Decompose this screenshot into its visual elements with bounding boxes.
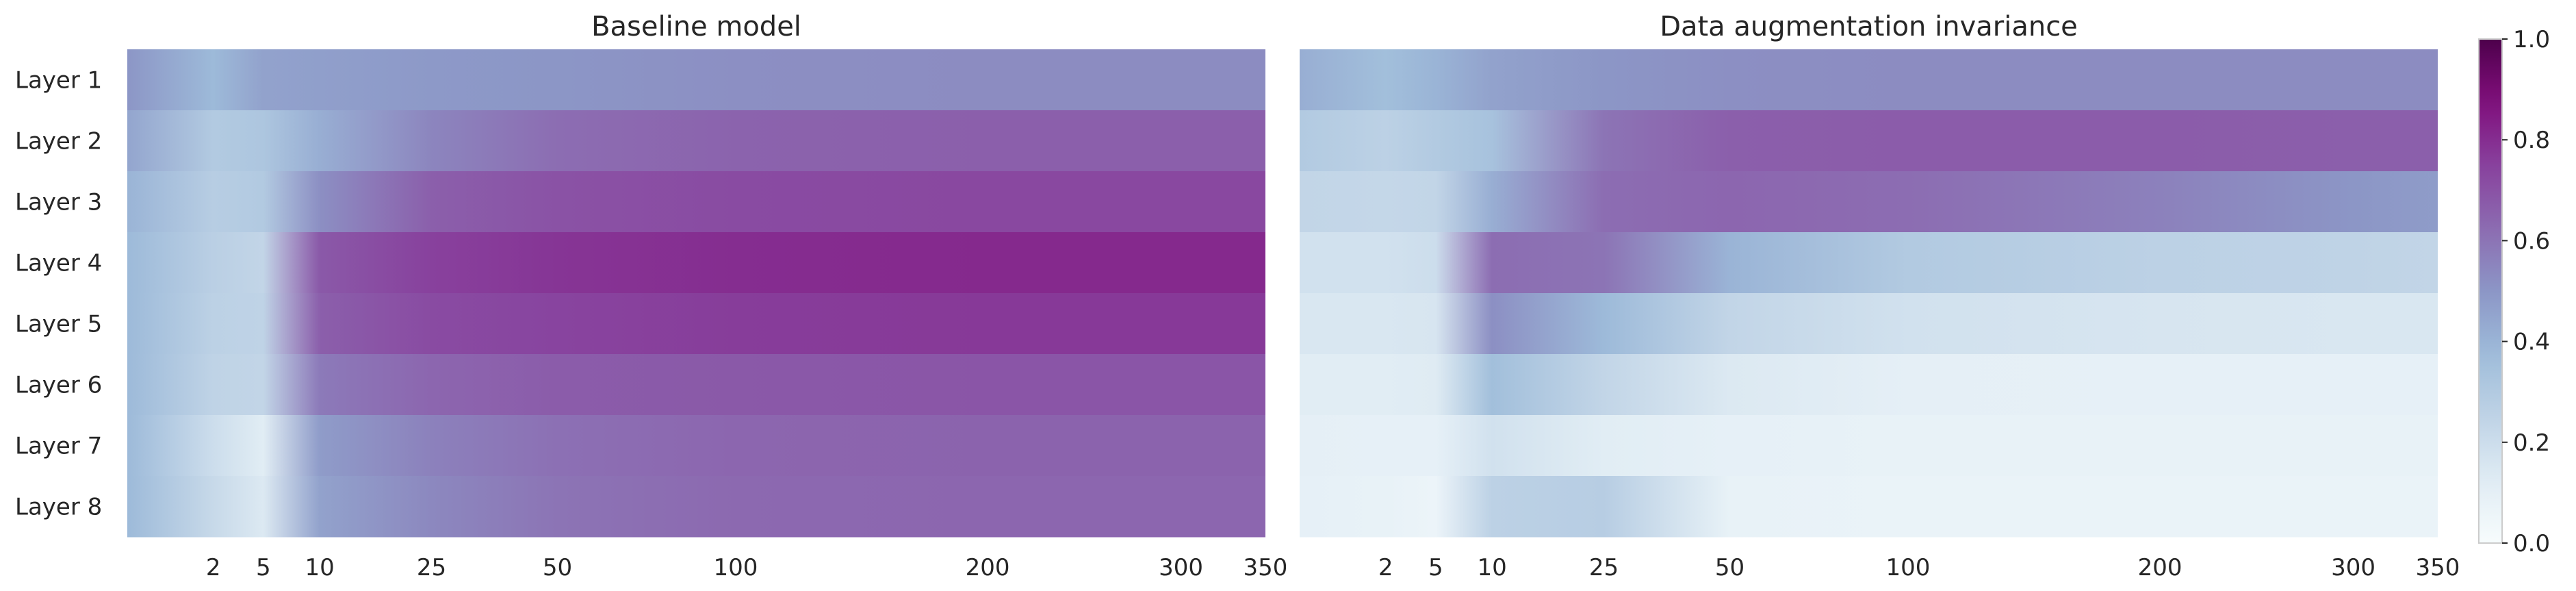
x-tick-label: 50	[543, 554, 572, 581]
x-tick-label: 2	[1378, 554, 1393, 581]
heatmap-row	[127, 415, 1265, 477]
x-tick-label: 10	[1477, 554, 1506, 581]
colorbar-tick-label: 0.4	[2513, 329, 2550, 356]
heatmap-row	[127, 49, 1265, 111]
x-tick-label: 100	[713, 554, 758, 581]
row-label: Layer 1	[15, 67, 102, 95]
colorbar: 0.0 0.2 0.4 0.6 0.8 1.0	[2478, 26, 2550, 557]
heatmap-row	[1300, 476, 2438, 538]
heatmap-row	[127, 110, 1265, 172]
row-label: Layer 4	[15, 250, 102, 277]
colorbar-tick-label: 0.0	[2513, 530, 2550, 557]
x-tick-labels: 2 5 10 25 50 100 200 300 350	[206, 554, 1288, 581]
colorbar-tick-label: 0.6	[2513, 227, 2550, 255]
heatmap-row	[1300, 49, 2438, 111]
panel-title: Baseline model	[591, 11, 801, 42]
heatmap-row	[127, 293, 1265, 355]
row-label: Layer 6	[15, 372, 102, 399]
row-label: Layer 7	[15, 433, 102, 460]
x-tick-label: 200	[966, 554, 1010, 581]
heatmap-row	[1300, 232, 2438, 294]
heatmap-row	[127, 232, 1265, 294]
heatmap-row	[127, 476, 1265, 538]
row-label: Layer 3	[15, 189, 102, 216]
x-tick-label: 350	[2416, 554, 2460, 581]
x-tick-label: 5	[256, 554, 271, 581]
x-tick-labels: 2 5 10 25 50 100 200 300 350	[1378, 554, 2460, 581]
colorbar-tick-label: 0.8	[2513, 127, 2550, 154]
x-tick-label: 50	[1715, 554, 1744, 581]
heatmap-row	[1300, 354, 2438, 416]
row-label: Layer 5	[15, 311, 102, 338]
x-tick-label: 10	[305, 554, 334, 581]
x-tick-label: 100	[1885, 554, 1930, 581]
heatmap-row	[1300, 293, 2438, 355]
x-tick-label: 25	[417, 554, 446, 581]
heatmap-row	[1300, 110, 2438, 172]
row-label: Layer 2	[15, 128, 102, 155]
x-tick-label: 5	[1428, 554, 1443, 581]
row-label: Layer 8	[15, 494, 102, 521]
row-labels: Layer 1 Layer 2 Layer 3 Layer 4 Layer 5 Layer…	[15, 67, 102, 521]
x-tick-label: 2	[206, 554, 221, 581]
colorbar-tick-label: 1.0	[2513, 26, 2550, 53]
heatmap-row	[127, 171, 1265, 233]
heatmap-row	[1300, 415, 2438, 477]
heatmap-row	[1300, 171, 2438, 233]
x-tick-label: 300	[2331, 554, 2375, 581]
x-tick-label: 350	[1244, 554, 1288, 581]
colorbar-gradient	[2478, 38, 2503, 544]
x-tick-label: 200	[2138, 554, 2182, 581]
heatmap-row	[127, 354, 1265, 416]
x-tick-label: 300	[1159, 554, 1203, 581]
x-tick-label: 25	[1589, 554, 1619, 581]
colorbar-tick-label: 0.2	[2513, 429, 2550, 457]
panel-title: Data augmentation invariance	[1660, 11, 2078, 42]
